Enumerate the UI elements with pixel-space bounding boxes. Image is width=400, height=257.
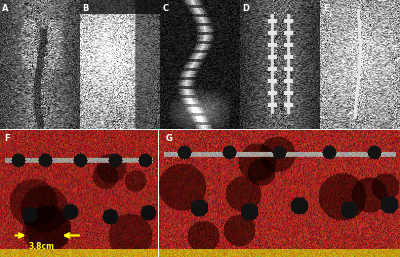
Text: C: C (162, 4, 169, 13)
Text: 3.8cm: 3.8cm (28, 242, 54, 251)
Text: D: D (243, 4, 250, 13)
Text: F: F (5, 134, 10, 143)
Text: G: G (166, 134, 173, 143)
Text: A: A (2, 4, 9, 13)
Text: B: B (82, 4, 89, 13)
Text: E: E (323, 4, 328, 13)
